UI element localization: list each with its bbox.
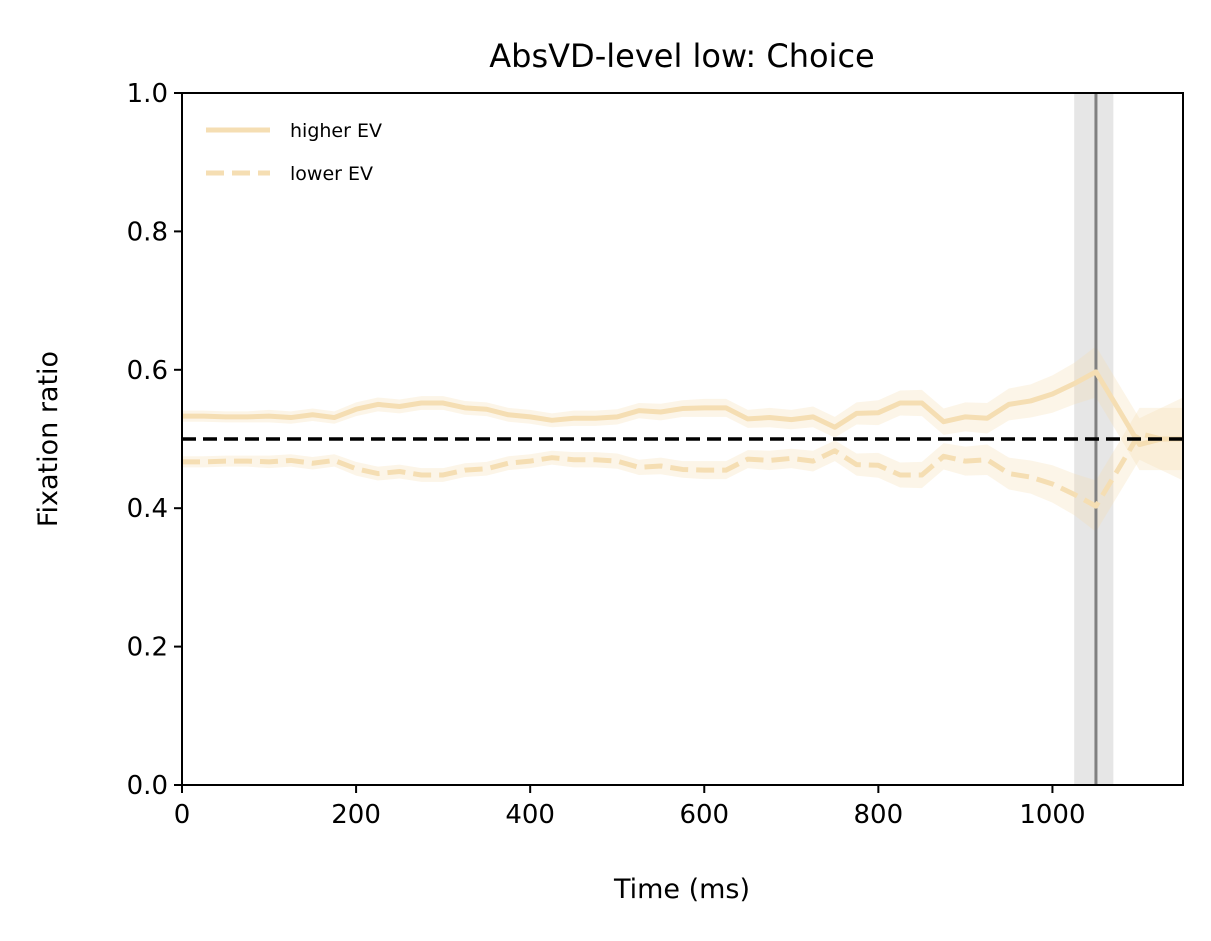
- legend-label-lower-ev: lower EV: [290, 163, 373, 185]
- series-line-lower-ev: [182, 430, 1183, 509]
- x-tick-label: 400: [505, 800, 555, 830]
- x-tick-label: 0: [174, 800, 191, 830]
- legend-label-higher-ev: higher EV: [290, 120, 382, 142]
- x-tick-label: 200: [331, 800, 381, 830]
- y-tick-label: 0.2: [127, 633, 168, 663]
- x-tick-label: 800: [854, 800, 904, 830]
- y-tick-label: 0.0: [127, 771, 168, 801]
- plot-area: [182, 93, 1183, 785]
- plot-frame: [181, 92, 1184, 786]
- x-axis-title: Time (ms): [613, 874, 750, 905]
- x-tick-label: 1000: [1019, 800, 1085, 830]
- y-axis-title: Fixation ratio: [33, 351, 64, 527]
- y-tick-label: 0.4: [127, 494, 168, 524]
- legend: higher EV lower EV: [206, 120, 382, 185]
- axes: 0 200 400 600 800 1000 0.0 0.2 0.4 0.6 0.8 1.0: [127, 79, 1184, 830]
- y-tick-label: 0.6: [127, 356, 168, 386]
- series-line-higher-ev: [182, 369, 1183, 448]
- y-tick-label: 1.0: [127, 79, 168, 109]
- x-tick-label: 600: [679, 800, 729, 830]
- chart-title: AbsVD-level low: Choice: [489, 37, 874, 75]
- y-tick-label: 0.8: [127, 217, 168, 247]
